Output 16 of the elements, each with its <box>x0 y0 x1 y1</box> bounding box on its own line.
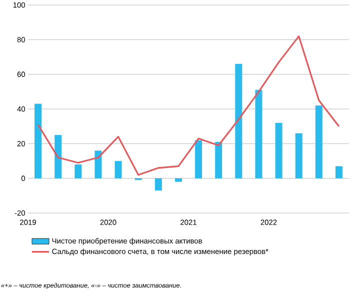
bar <box>54 135 62 178</box>
bar <box>195 140 202 178</box>
bar <box>174 178 182 182</box>
bar <box>255 90 262 178</box>
line-series <box>37 35 340 176</box>
bar <box>235 64 242 178</box>
bar <box>275 122 282 178</box>
bar <box>335 166 342 178</box>
bar <box>215 142 222 178</box>
bar <box>154 178 162 190</box>
bar <box>94 150 102 178</box>
bar <box>74 164 82 178</box>
bar <box>114 161 122 178</box>
bar <box>34 104 42 178</box>
bar <box>295 133 302 178</box>
bar <box>315 106 322 178</box>
